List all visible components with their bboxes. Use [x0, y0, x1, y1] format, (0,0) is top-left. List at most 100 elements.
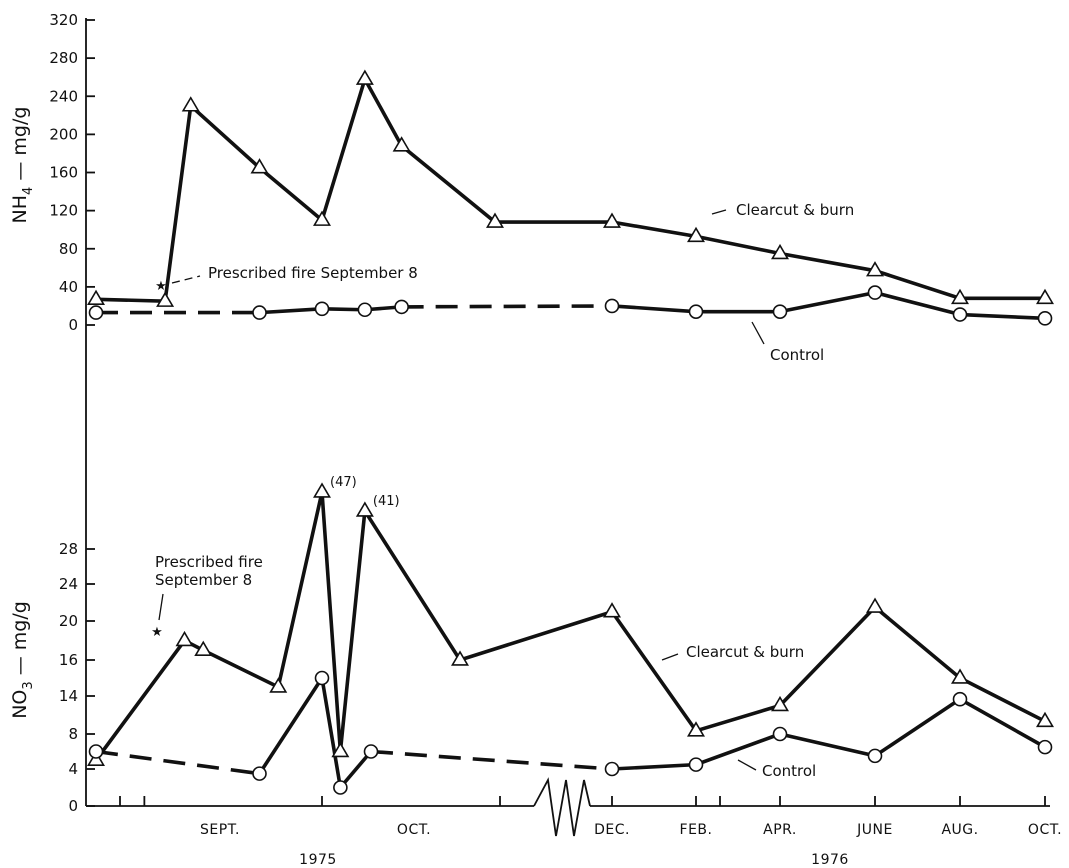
nh4-ytick-label: 120	[49, 202, 78, 220]
no3-fire-annotation-line2: September 8	[155, 571, 252, 589]
nh4-fire-leader	[171, 275, 201, 284]
no3-clearcut-point	[1036, 711, 1054, 728]
no3-control-segment	[257, 677, 324, 775]
nh4-control-segment	[779, 290, 876, 314]
x-tick-label: AUG.	[941, 822, 978, 838]
nh4-control-point	[252, 305, 267, 320]
nh4-ytick-label: 200	[49, 125, 78, 143]
nh4-control-segment	[611, 304, 697, 314]
no3-clearcut-point	[175, 630, 194, 647]
no3-clearcut-point	[313, 482, 331, 498]
no3-control-point	[604, 761, 620, 777]
chart-text: 0 40 80 120 160 200 240 280 320 0 4 8 14 16 20 24 28 SEPT…	[9, 11, 1062, 868]
series-lines	[94, 74, 1046, 789]
nh4-clearcut-point	[313, 210, 331, 226]
no3-ytick-label: 28	[59, 540, 78, 558]
nh4-control-point	[604, 298, 620, 314]
no3-ytick-label: 4	[68, 760, 78, 778]
no3-control-point	[314, 670, 330, 686]
no3-control-segment	[959, 697, 1046, 749]
nh4-control-point	[952, 307, 968, 322]
nh4-control-point	[688, 304, 704, 319]
nh4-clearcut-point	[866, 261, 884, 277]
nh4-ytick-label: 280	[49, 49, 78, 67]
no3-clearcut-point	[355, 501, 374, 517]
nh4-ytick-label: 80	[59, 240, 78, 258]
no3-ytick-label: 14	[59, 687, 78, 705]
nh4-ytick-label: 40	[59, 278, 78, 296]
no3-control-label: Control	[762, 762, 816, 780]
nh4-control-point	[772, 304, 788, 319]
no3-clearcut-leader	[661, 653, 679, 661]
nh4-clearcut-point	[181, 96, 200, 112]
no3-control-point	[952, 691, 968, 707]
nh4-ytick-label: 240	[49, 87, 78, 105]
no3-clearcut-point	[194, 640, 213, 657]
nh4-control-leader	[751, 321, 765, 345]
x-tick-label: APR.	[763, 822, 797, 838]
no3-clearcut-label: Clearcut & burn	[686, 643, 804, 661]
no3-control-point	[1037, 739, 1053, 755]
nh4-clearcut-point	[951, 288, 969, 305]
nh4-ytick-label: 320	[49, 11, 78, 29]
no3-control-point	[88, 744, 104, 759]
no3-control-point	[252, 766, 267, 781]
no3-clearcut-point	[687, 721, 705, 737]
no3-fire-star-icon: ★	[151, 625, 163, 640]
nh4-clearcut-point	[687, 226, 705, 243]
no3-clearcut-point	[269, 677, 288, 693]
nh4-clearcut-point	[156, 291, 175, 307]
no3-ytick-label: 24	[59, 575, 78, 593]
no3-clearcut-point	[603, 602, 621, 618]
nh4-control-point	[867, 285, 883, 300]
nh4-clearcut-point	[392, 136, 411, 152]
nh4-fire-star-icon: ★	[155, 279, 167, 294]
nh4-clearcut-point	[603, 212, 621, 228]
nh4-control-segment	[959, 312, 1046, 321]
nh4-control-segment	[401, 304, 613, 309]
nh4-control-segment	[259, 307, 323, 315]
nh4-clearcut-point	[771, 243, 789, 260]
no3-control-segment	[779, 732, 876, 758]
no3-control-segment	[695, 732, 781, 767]
nh4-control-point	[394, 299, 409, 315]
no3-control-point	[772, 726, 788, 742]
nh4-clearcut-point	[250, 158, 269, 174]
nh4-y-axis-label: NH4 — mg/g	[9, 107, 36, 224]
no3-control-point	[867, 748, 883, 764]
no3-control-segment	[370, 749, 613, 771]
no3-control-segment	[95, 749, 260, 776]
no3-clearcut-data-label: (47)	[330, 475, 357, 490]
nh4-clearcut-line	[95, 74, 1045, 304]
no3-clearcut-line	[94, 491, 1046, 762]
x-tick-label: OCT.	[1028, 822, 1062, 838]
nh4-clearcut-point	[87, 289, 105, 306]
no3-clearcut-point	[771, 695, 789, 712]
no3-control-point	[333, 780, 348, 795]
series-markers	[87, 69, 1054, 795]
nh4-control-point	[88, 305, 104, 320]
nh4-control-label: Control	[770, 346, 824, 364]
no3-clearcut-point	[451, 650, 469, 666]
x-tick-label: OCT.	[397, 822, 431, 838]
no3-ytick-label: 20	[59, 612, 78, 630]
x-tick-label: DEC.	[594, 822, 630, 838]
no3-clearcut-point	[951, 668, 969, 684]
year-label-1976: 1976	[811, 852, 849, 868]
year-label-1975: 1975	[299, 852, 337, 868]
no3-control-leader	[737, 759, 757, 771]
nh4-control-segment	[874, 290, 961, 317]
no3-ytick-label: 0	[68, 797, 78, 815]
no3-clearcut-point	[331, 741, 350, 758]
nh4-clearcut-leader	[711, 209, 727, 215]
nh4-clearcut-label: Clearcut & burn	[736, 201, 854, 219]
no3-fire-leader	[158, 593, 164, 621]
nh4-ytick-label: 160	[49, 164, 78, 182]
x-tick-label: SEPT.	[200, 822, 240, 838]
x-tick-label: JUNE	[856, 822, 893, 838]
no3-control-segment	[320, 677, 343, 788]
no3-clearcut-point	[866, 597, 884, 613]
nh4-control-point	[357, 302, 373, 318]
nh4-ytick-label: 0	[68, 316, 78, 334]
